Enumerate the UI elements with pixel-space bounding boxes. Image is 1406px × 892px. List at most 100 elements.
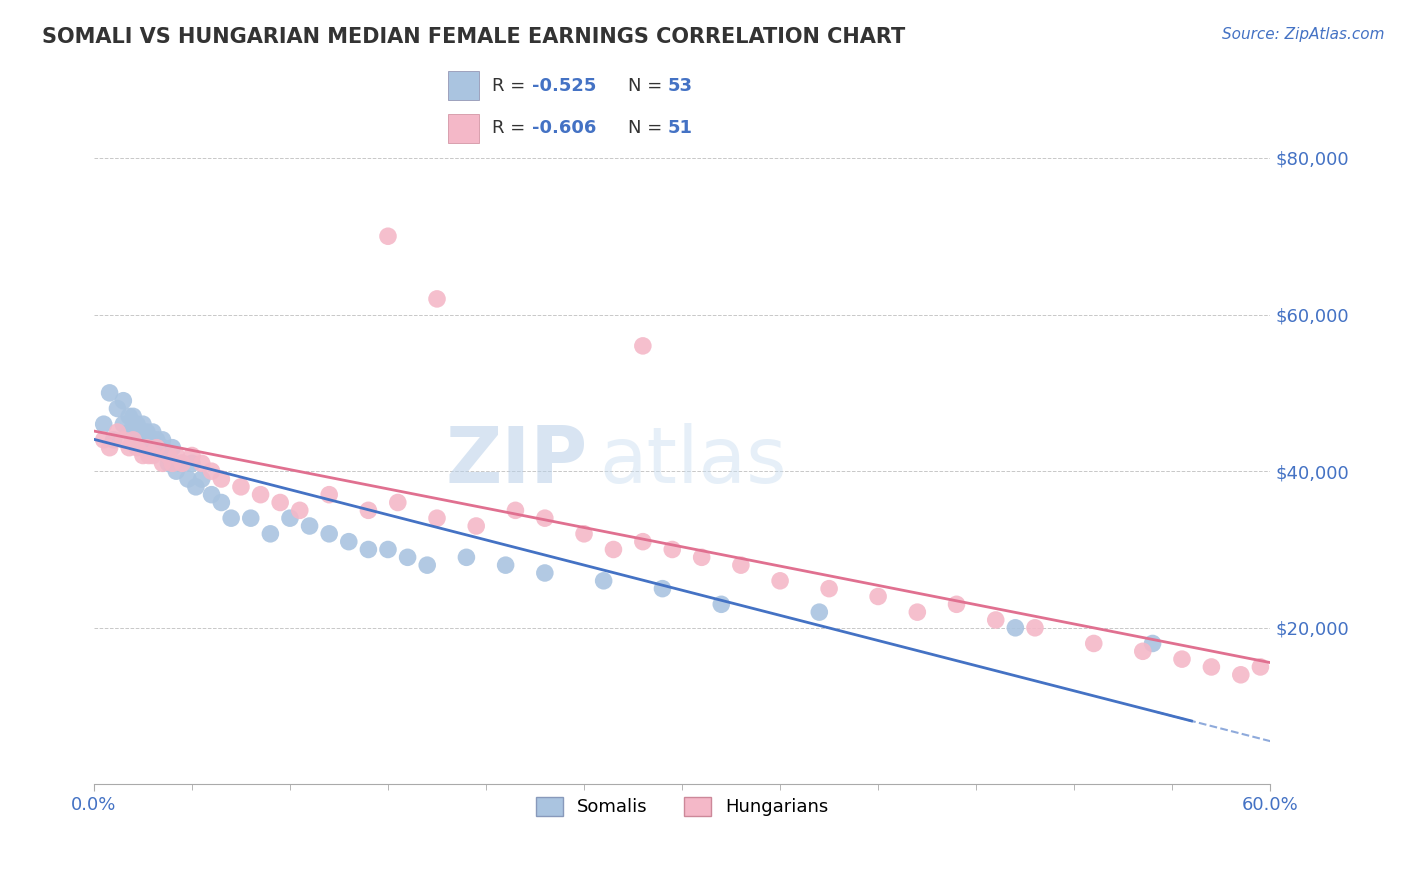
Point (396, 550, 419, 565)
Point (122, 425, 145, 439)
Point (465, 519, 488, 533)
Point (416, 558, 439, 573)
Point (357, 542, 380, 557)
Point (1171, 652, 1194, 666)
Point (209, 472, 232, 486)
Point (769, 574, 792, 588)
Point (125, 417, 148, 432)
Point (229, 480, 252, 494)
Point (1201, 660, 1223, 674)
Point (651, 582, 673, 596)
Bar (449, 114, 479, 143)
Point (426, 292, 449, 306)
Point (190, 456, 212, 470)
Point (269, 495, 291, 509)
Point (157, 449, 180, 463)
Text: R =: R = (492, 120, 530, 137)
Point (298, 519, 321, 533)
Point (1132, 644, 1154, 658)
Point (132, 417, 155, 432)
Point (534, 566, 557, 580)
Point (209, 495, 232, 509)
Point (118, 425, 141, 439)
Text: -0.606: -0.606 (531, 120, 596, 137)
Point (157, 456, 180, 470)
Point (162, 441, 184, 455)
Text: atlas: atlas (600, 423, 787, 499)
Point (135, 425, 157, 439)
Point (181, 456, 204, 470)
Text: SOMALI VS HUNGARIAN MEDIAN FEMALE EARNINGS CORRELATION CHART: SOMALI VS HUNGARIAN MEDIAN FEMALE EARNIN… (42, 27, 905, 46)
Point (145, 433, 167, 447)
Point (1142, 636, 1164, 650)
Point (534, 511, 557, 525)
Point (142, 449, 165, 463)
Point (135, 441, 157, 455)
Point (138, 449, 160, 463)
Point (162, 456, 184, 470)
Text: Source: ZipAtlas.com: Source: ZipAtlas.com (1222, 27, 1385, 42)
Point (93, 433, 115, 447)
Point (98, 441, 121, 455)
Point (377, 542, 399, 557)
Text: -0.525: -0.525 (531, 77, 596, 95)
Point (249, 488, 271, 502)
Point (357, 503, 380, 517)
Point (984, 613, 1007, 627)
Point (107, 401, 129, 416)
Point (177, 472, 200, 486)
Point (103, 433, 125, 447)
Point (172, 456, 194, 470)
Point (495, 558, 517, 573)
Point (377, 229, 399, 244)
Point (661, 542, 683, 557)
Point (98, 385, 121, 400)
Point (112, 417, 135, 432)
Point (145, 441, 167, 455)
Point (337, 534, 360, 549)
Point (93, 417, 115, 432)
Point (112, 393, 135, 408)
Text: 53: 53 (668, 77, 693, 95)
Point (181, 449, 204, 463)
Point (387, 495, 409, 509)
Point (710, 597, 733, 611)
Point (868, 590, 890, 604)
Point (190, 472, 212, 486)
Point (318, 526, 340, 541)
Point (138, 441, 160, 455)
Point (118, 409, 141, 424)
Point (1024, 621, 1046, 635)
Point (1004, 621, 1026, 635)
Point (426, 511, 449, 525)
Legend: Somalis, Hungarians: Somalis, Hungarians (529, 789, 835, 823)
Text: R =: R = (492, 77, 530, 95)
Point (592, 574, 614, 588)
Point (152, 433, 174, 447)
Point (259, 526, 281, 541)
Point (142, 425, 165, 439)
Point (945, 597, 967, 611)
Point (165, 464, 187, 478)
Point (132, 449, 155, 463)
Point (165, 449, 187, 463)
Point (200, 488, 222, 502)
Point (1249, 660, 1271, 674)
Point (107, 425, 129, 439)
Point (808, 605, 831, 619)
Point (132, 433, 155, 447)
Point (148, 441, 170, 455)
Point (318, 488, 340, 502)
Point (112, 433, 135, 447)
Point (152, 441, 174, 455)
Point (572, 526, 595, 541)
Text: N =: N = (627, 77, 668, 95)
Point (278, 511, 301, 525)
Point (505, 503, 527, 517)
Point (1083, 636, 1105, 650)
Point (172, 456, 194, 470)
Point (905, 605, 928, 619)
Point (456, 550, 478, 565)
Point (122, 409, 145, 424)
Point (128, 433, 150, 447)
